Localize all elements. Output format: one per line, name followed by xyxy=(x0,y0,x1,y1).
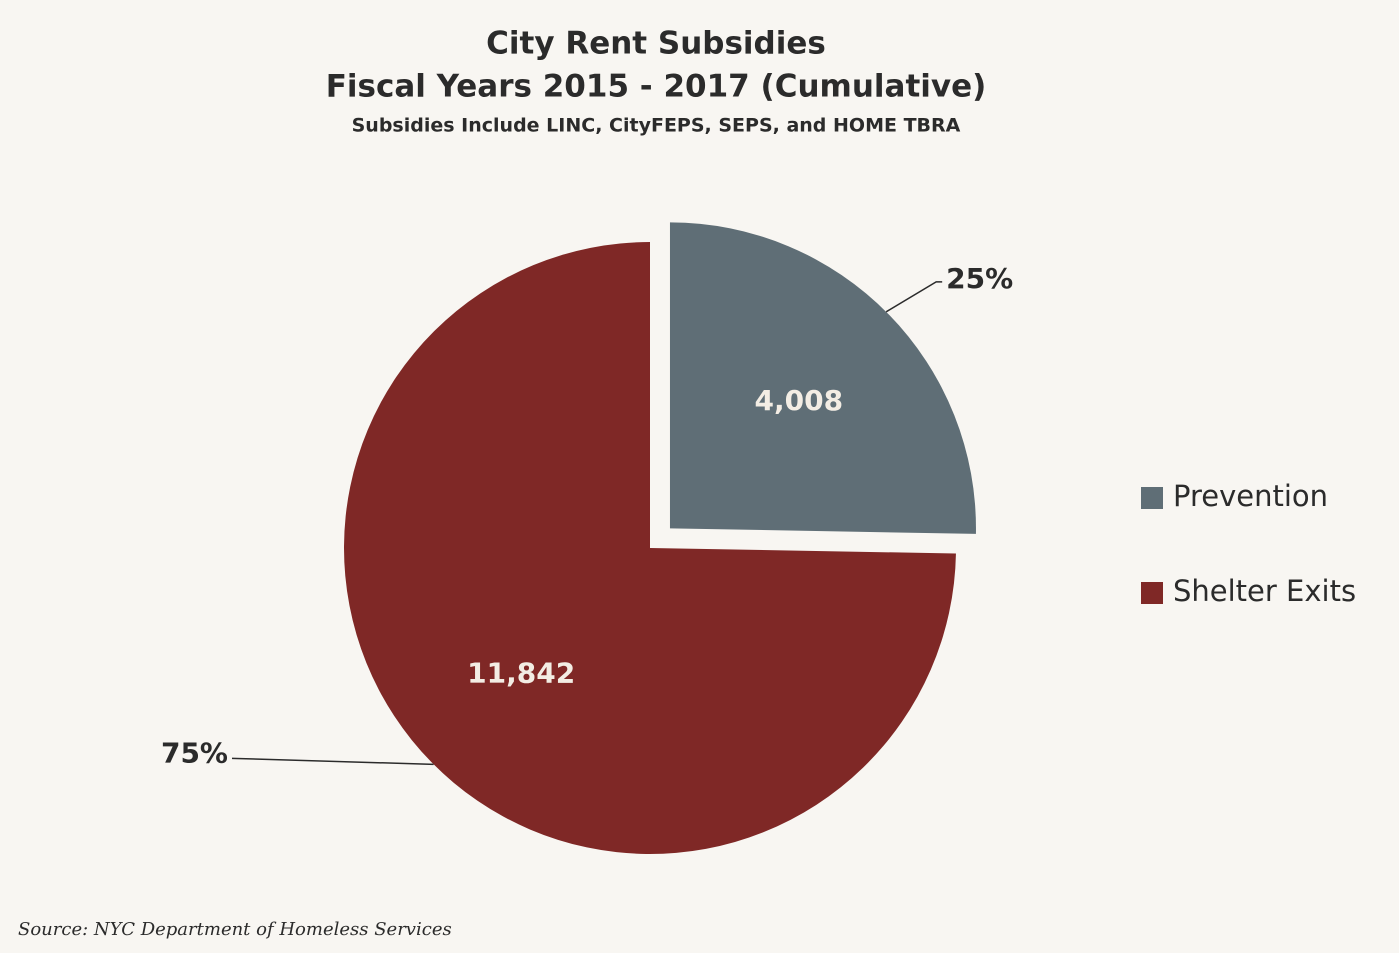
pie-slice xyxy=(344,242,956,854)
chart-note: Subsidies Include LINC, CityFEPS, SEPS, … xyxy=(352,115,961,137)
percent-label: 25% xyxy=(946,262,1013,295)
value-label: 4,008 xyxy=(754,384,843,417)
legend-swatch xyxy=(1141,582,1163,604)
value-label: 11,842 xyxy=(467,657,575,690)
legend-label: Shelter Exits xyxy=(1173,574,1356,608)
pie-slice xyxy=(669,222,976,534)
legend-swatch xyxy=(1141,487,1163,509)
chart-title: City Rent Subsidies xyxy=(486,26,826,62)
source: Source: NYC Department of Homeless Servi… xyxy=(18,919,452,940)
leader-line xyxy=(231,757,434,766)
percent-label: 75% xyxy=(161,736,228,769)
leader-line xyxy=(885,281,943,313)
legend-label: Prevention xyxy=(1173,479,1328,513)
chart-subtitle: Fiscal Years 2015 - 2017 (Cumulative) xyxy=(326,69,987,105)
